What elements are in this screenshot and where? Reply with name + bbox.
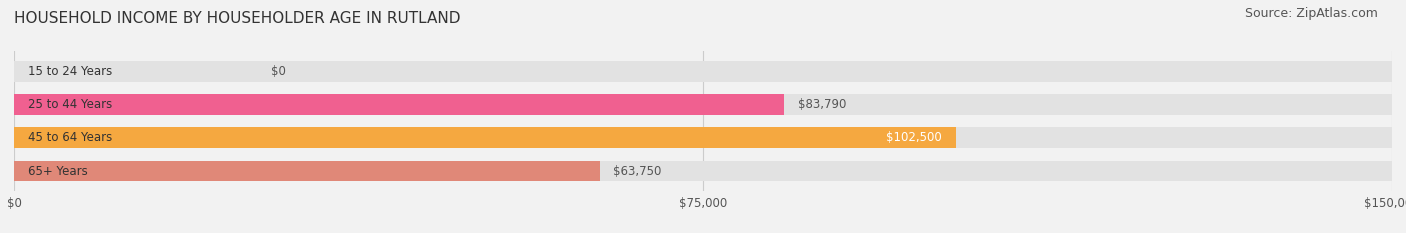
Bar (14, 161, 1392, 182)
Text: $102,500: $102,500 (886, 131, 942, 144)
Text: 15 to 24 Years: 15 to 24 Years (28, 65, 112, 78)
Text: $0: $0 (271, 65, 287, 78)
Text: 45 to 64 Years: 45 to 64 Years (28, 131, 112, 144)
Text: HOUSEHOLD INCOME BY HOUSEHOLDER AGE IN RUTLAND: HOUSEHOLD INCOME BY HOUSEHOLDER AGE IN R… (14, 11, 461, 26)
Bar (14, 61, 1392, 82)
Text: $63,750: $63,750 (613, 164, 662, 178)
Bar (14, 94, 1392, 115)
Bar (14, 94, 783, 115)
Text: Source: ZipAtlas.com: Source: ZipAtlas.com (1244, 7, 1378, 20)
Text: $83,790: $83,790 (797, 98, 846, 111)
Bar (14, 127, 956, 148)
Text: 65+ Years: 65+ Years (28, 164, 87, 178)
Bar (14, 127, 1392, 148)
Text: 25 to 44 Years: 25 to 44 Years (28, 98, 112, 111)
Bar (14, 161, 599, 182)
